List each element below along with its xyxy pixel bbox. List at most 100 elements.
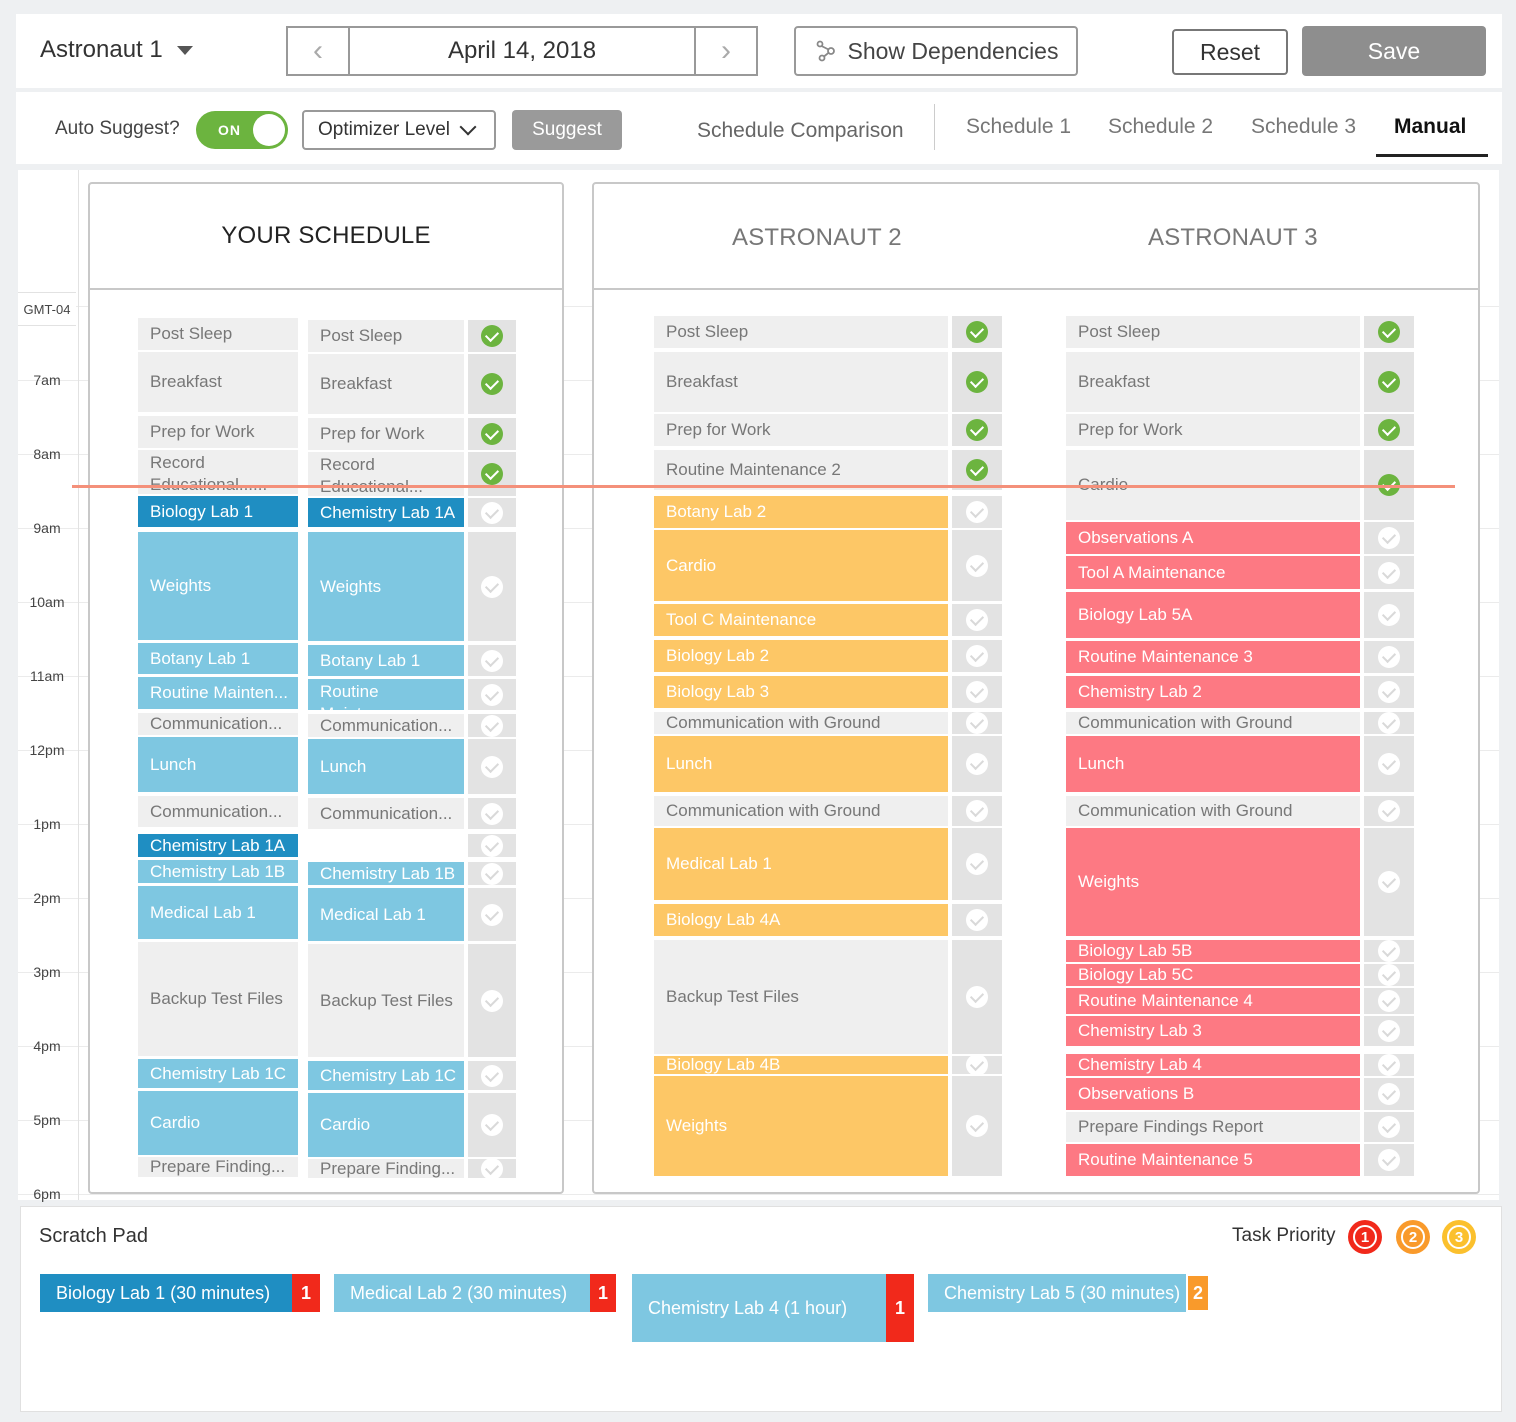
task-block-communication-with-ground[interactable]: Communication with Ground xyxy=(654,796,948,826)
task-block-cardio[interactable]: Cardio xyxy=(138,1091,298,1155)
task-block-prepare-finding[interactable]: Prepare Finding... xyxy=(138,1157,298,1177)
task-status-check[interactable] xyxy=(468,1157,516,1180)
tab-schedule-2[interactable]: Schedule 2 xyxy=(1108,115,1214,138)
task-block-biology-lab-5a[interactable]: Biology Lab 5A xyxy=(1066,592,1360,638)
task-status-check[interactable] xyxy=(1364,522,1414,554)
task-block-medical-lab-1[interactable]: Medical Lab 1 xyxy=(138,886,298,939)
task-block-observations-a[interactable]: Observations A xyxy=(1066,522,1360,554)
task-block-biology-lab-4b[interactable]: Biology Lab 4B xyxy=(654,1056,948,1074)
suggest-button[interactable]: Suggest xyxy=(512,110,622,150)
task-status-check[interactable] xyxy=(952,352,1002,412)
task-status-check[interactable] xyxy=(1364,988,1414,1014)
task-status-check[interactable] xyxy=(1364,556,1414,589)
task-status-check[interactable] xyxy=(952,940,1002,1054)
optimizer-level-select[interactable]: Optimizer Level xyxy=(302,110,496,150)
reset-button[interactable]: Reset xyxy=(1172,29,1288,75)
task-block-routine-mainten[interactable]: Routine Mainten... xyxy=(308,679,464,710)
task-block-post-sleep[interactable]: Post Sleep xyxy=(654,316,948,348)
task-status-check[interactable] xyxy=(952,414,1002,446)
task-block-communication[interactable]: Communication... xyxy=(308,714,464,737)
task-status-check[interactable] xyxy=(468,714,516,737)
task-block-biology-lab-3[interactable]: Biology Lab 3 xyxy=(654,676,948,708)
task-block-weights[interactable]: Weights xyxy=(308,532,464,641)
task-status-check[interactable] xyxy=(1364,1112,1414,1142)
task-status-check[interactable] xyxy=(1364,414,1414,446)
task-block-lunch[interactable]: Lunch xyxy=(308,739,464,794)
task-block-lunch[interactable]: Lunch xyxy=(654,736,948,792)
task-status-check[interactable] xyxy=(468,834,516,857)
task-block-biology-lab-2[interactable]: Biology Lab 2 xyxy=(654,640,948,672)
task-block-backup-test-files[interactable]: Backup Test Files xyxy=(138,942,298,1056)
task-block-communication-with-ground[interactable]: Communication with Ground xyxy=(654,712,948,734)
task-block-post-sleep[interactable]: Post Sleep xyxy=(1066,316,1360,348)
task-block-backup-test-files[interactable]: Backup Test Files xyxy=(654,940,948,1054)
scratch-task-card[interactable]: Biology Lab 1 (30 minutes) 1 xyxy=(40,1274,320,1312)
task-status-check[interactable] xyxy=(468,354,516,414)
task-status-check[interactable] xyxy=(952,496,1002,528)
task-block-communication[interactable]: Communication... xyxy=(308,798,464,829)
tab-manual[interactable]: Manual xyxy=(1394,115,1467,138)
task-status-check[interactable] xyxy=(468,679,516,710)
astronaut-select[interactable]: Astronaut 1 xyxy=(40,36,193,64)
task-status-check[interactable] xyxy=(468,1093,516,1157)
task-block-routine-maintenance-4[interactable]: Routine Maintenance 4 xyxy=(1066,988,1360,1014)
task-block-observations-b[interactable]: Observations B xyxy=(1066,1078,1360,1110)
task-block-prepare-finding[interactable]: Prepare Finding... xyxy=(308,1159,464,1178)
task-block-cardio[interactable]: Cardio xyxy=(654,530,948,601)
prev-day-button[interactable]: ‹ xyxy=(288,28,350,74)
task-status-check[interactable] xyxy=(1364,796,1414,826)
task-block-chemistry-lab-3[interactable]: Chemistry Lab 3 xyxy=(1066,1016,1360,1046)
task-status-check[interactable] xyxy=(952,796,1002,826)
task-block-medical-lab-1[interactable]: Medical Lab 1 xyxy=(308,888,464,941)
task-block-lunch[interactable]: Lunch xyxy=(138,737,298,792)
task-block-breakfast[interactable]: Breakfast xyxy=(138,352,298,412)
task-block-prep-for-work[interactable]: Prep for Work xyxy=(308,418,464,450)
task-status-check[interactable] xyxy=(468,498,516,527)
task-block-post-sleep[interactable]: Post Sleep xyxy=(138,318,298,350)
task-status-check[interactable] xyxy=(952,904,1002,936)
task-status-check[interactable] xyxy=(952,316,1002,348)
task-block-botany-lab-1[interactable]: Botany Lab 1 xyxy=(308,645,464,676)
task-block-biology-lab-5c[interactable]: Biology Lab 5C xyxy=(1066,964,1360,986)
task-block-communication-with-ground[interactable]: Communication with Ground xyxy=(1066,712,1360,734)
task-status-check[interactable] xyxy=(952,604,1002,636)
task-block-chemistry-lab-1b[interactable]: Chemistry Lab 1B xyxy=(138,860,298,883)
task-block-routine-maintenance-5[interactable]: Routine Maintenance 5 xyxy=(1066,1144,1360,1176)
task-status-check[interactable] xyxy=(952,1054,1002,1076)
task-block-weights[interactable]: Weights xyxy=(654,1076,948,1176)
task-status-check[interactable] xyxy=(468,452,516,496)
task-block-lunch[interactable]: Lunch xyxy=(1066,736,1360,792)
task-block-cardio[interactable]: Cardio xyxy=(308,1093,464,1157)
task-block-backup-test-files[interactable]: Backup Test Files xyxy=(308,944,464,1057)
task-block-chemistry-lab-1c[interactable]: Chemistry Lab 1C xyxy=(308,1061,464,1090)
task-status-check[interactable] xyxy=(952,450,1002,490)
task-status-check[interactable] xyxy=(468,798,516,829)
scratch-task-card[interactable]: Chemistry Lab 5 (30 minutes) 2 xyxy=(928,1274,1210,1312)
task-status-check[interactable] xyxy=(952,736,1002,792)
task-status-check[interactable] xyxy=(1364,712,1414,734)
task-status-check[interactable] xyxy=(468,944,516,1057)
task-block-prep-for-work[interactable]: Prep for Work xyxy=(654,414,948,446)
task-block-chemistry-lab-1c[interactable]: Chemistry Lab 1C xyxy=(138,1059,298,1088)
task-status-check[interactable] xyxy=(468,418,516,450)
task-block-routine-mainten[interactable]: Routine Mainten... xyxy=(138,677,298,709)
task-status-check[interactable] xyxy=(1364,1144,1414,1176)
task-status-check[interactable] xyxy=(1364,828,1414,936)
task-status-check[interactable] xyxy=(468,1061,516,1090)
task-block-communication[interactable]: Communication... xyxy=(138,796,298,827)
auto-suggest-toggle[interactable]: ON xyxy=(196,111,288,149)
task-block-medical-lab-1[interactable]: Medical Lab 1 xyxy=(654,828,948,900)
task-status-check[interactable] xyxy=(1364,940,1414,962)
task-block-biology-lab-1[interactable]: Biology Lab 1 xyxy=(138,496,298,527)
task-block-biology-lab-5b[interactable]: Biology Lab 5B xyxy=(1066,940,1360,962)
task-status-check[interactable] xyxy=(1364,964,1414,986)
task-block-breakfast[interactable]: Breakfast xyxy=(1066,352,1360,412)
task-status-check[interactable] xyxy=(468,320,516,352)
task-block-tool-a-maintenance[interactable]: Tool A Maintenance xyxy=(1066,556,1360,589)
task-block-prep-for-work[interactable]: Prep for Work xyxy=(138,416,298,448)
task-status-check[interactable] xyxy=(468,532,516,641)
task-status-check[interactable] xyxy=(1364,316,1414,348)
task-status-check[interactable] xyxy=(952,530,1002,601)
task-status-check[interactable] xyxy=(468,645,516,676)
task-status-check[interactable] xyxy=(1364,1078,1414,1110)
